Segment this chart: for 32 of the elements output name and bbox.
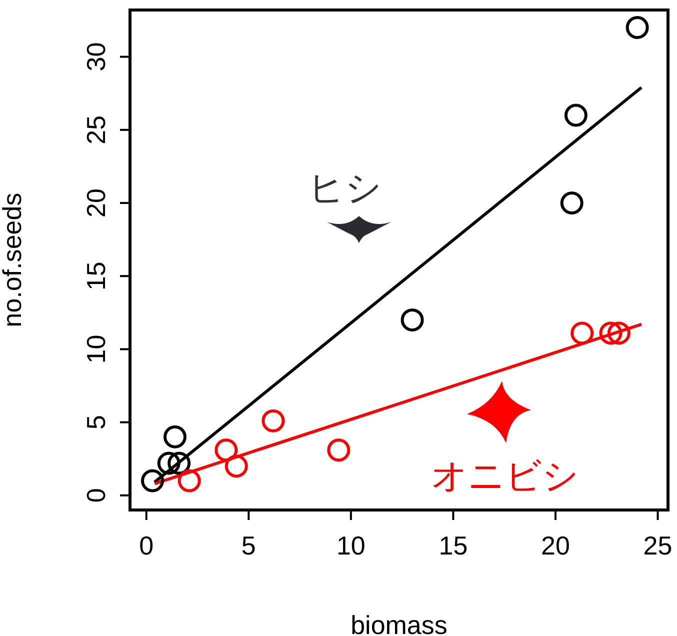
x-tick-label: 10: [336, 530, 366, 560]
point: [157, 452, 180, 475]
point: [599, 322, 622, 345]
point: [400, 308, 424, 332]
y-tick-label: 10: [81, 334, 111, 364]
y-axis-title: no.of.seeds: [0, 192, 28, 328]
x-axis-title: biomass: [350, 610, 448, 636]
point: [214, 438, 238, 462]
point: [141, 469, 164, 492]
point: [224, 454, 248, 478]
point: [560, 191, 584, 214]
y-tick-label: 5: [81, 415, 111, 430]
point: [164, 425, 187, 448]
point: [564, 104, 588, 127]
y-tick-label: 25: [81, 115, 111, 144]
point: [327, 438, 350, 462]
y-tick-label: 30: [81, 42, 111, 72]
point: [570, 322, 594, 345]
point: [178, 469, 201, 492]
legend-label: オニビシ: [431, 455, 579, 496]
point: [262, 409, 285, 432]
point: [626, 16, 649, 40]
point: [607, 322, 630, 345]
x-tick-label: 0: [139, 530, 154, 560]
y-tick-label: 0: [81, 488, 111, 503]
x-tick-label: 5: [241, 530, 256, 560]
y-tick-label: 15: [81, 262, 111, 291]
x-tick-label: 20: [541, 530, 570, 560]
y-tick-label: 20: [81, 188, 111, 218]
x-tick-label: 15: [438, 530, 468, 560]
text: ヒシ: [308, 167, 382, 208]
x-tick-label: 25: [643, 530, 672, 560]
